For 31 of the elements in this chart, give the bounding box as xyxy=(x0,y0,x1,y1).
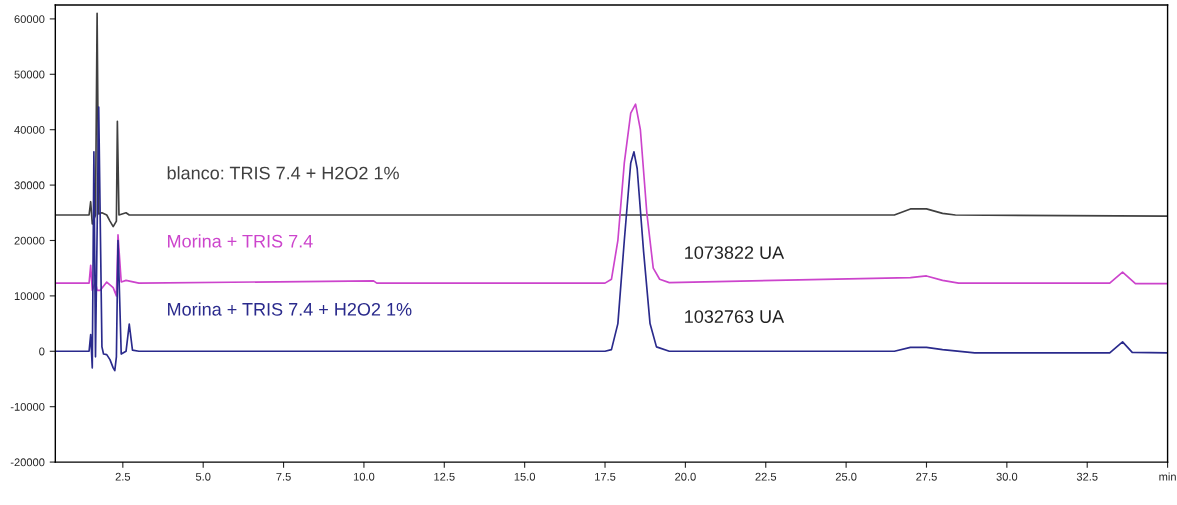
x-tick-label: 25.0 xyxy=(835,472,857,481)
x-tick-label: 22.5 xyxy=(755,472,777,481)
x-tick-label: 30.0 xyxy=(996,472,1018,481)
y-tick-label: 20000 xyxy=(14,236,45,245)
x-tick-label: 17.5 xyxy=(595,472,616,481)
line-series xyxy=(55,12,1168,228)
x-tick-label: 12.5 xyxy=(434,472,455,481)
x-tick-label: 7.5 xyxy=(276,472,291,481)
y-tick-label: -20000 xyxy=(10,458,45,467)
x-tick-label: 32.5 xyxy=(1076,472,1098,481)
y-tick-label: 40000 xyxy=(14,125,45,134)
y-tick-label: 10000 xyxy=(14,292,45,301)
annotation: 1032763 UA xyxy=(685,310,785,323)
x-tick-label: 2.5 xyxy=(115,472,131,481)
y-tick-label: -10000 xyxy=(10,402,45,411)
y-tick-label: 60000 xyxy=(14,15,45,24)
x-tick-label: min xyxy=(1159,472,1176,481)
x-tick-label: 20.0 xyxy=(675,472,696,481)
x-tick-label: 27.5 xyxy=(916,472,937,481)
series-label: Morina + TRIS 7.4 + H2O2 1% xyxy=(168,302,412,316)
series-label: blanco: TRIS 7.4 + H2O2 1% xyxy=(167,166,399,180)
annotation: 1073822 UA xyxy=(685,246,785,259)
x-tick-label: 15.0 xyxy=(514,472,536,481)
series-label: Morina + TRIS 7.4 xyxy=(168,234,313,248)
y-tick-label: 50000 xyxy=(14,70,45,79)
line-series xyxy=(55,106,1168,372)
y-tick-label: 30000 xyxy=(14,181,45,190)
y-tick-label: 0 xyxy=(39,347,45,356)
line-series xyxy=(55,103,1168,297)
x-tick-label: 5.0 xyxy=(195,472,211,481)
x-tick-label: 10.0 xyxy=(353,472,375,481)
